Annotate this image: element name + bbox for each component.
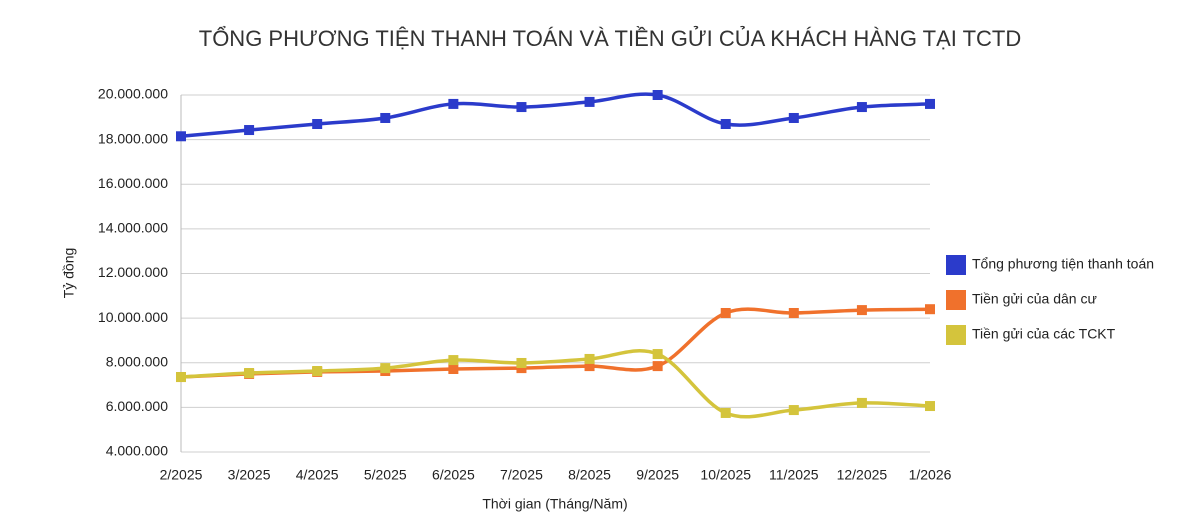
marker xyxy=(584,96,595,107)
y-tick-label: 10.000.000 xyxy=(98,309,168,325)
marker xyxy=(516,363,527,374)
marker xyxy=(516,102,527,113)
marker xyxy=(516,357,527,368)
marker xyxy=(652,361,663,372)
x-tick-label: 7/2025 xyxy=(500,467,543,483)
x-tick-label: 1/2026 xyxy=(909,467,952,483)
legend-swatch xyxy=(946,290,966,310)
marker xyxy=(176,372,186,383)
marker xyxy=(584,361,595,372)
marker xyxy=(720,407,731,418)
marker xyxy=(925,98,935,109)
x-tick-label: 3/2025 xyxy=(228,467,271,483)
legend-swatch xyxy=(946,325,966,345)
y-tick-label: 18.000.000 xyxy=(98,130,168,146)
y-axis-label: Tỷ đồng xyxy=(61,248,77,299)
marker xyxy=(788,307,799,318)
marker xyxy=(856,397,867,408)
marker xyxy=(176,131,186,142)
x-tick-label: 9/2025 xyxy=(636,467,679,483)
x-tick-label: 6/2025 xyxy=(432,467,475,483)
marker xyxy=(448,355,459,366)
marker xyxy=(788,112,799,123)
marker xyxy=(925,304,935,315)
marker xyxy=(244,368,255,379)
x-tick-label: 2/2025 xyxy=(160,467,203,483)
marker xyxy=(925,401,935,412)
marker xyxy=(312,366,323,377)
marker xyxy=(788,405,799,416)
x-tick-label: 5/2025 xyxy=(364,467,407,483)
legend-label: Tiền gửi của các TCKT xyxy=(972,326,1116,342)
legend-label: Tiền gửi của dân cư xyxy=(972,291,1097,307)
y-tick-label: 20.000.000 xyxy=(98,86,168,102)
legend-swatch xyxy=(946,255,966,275)
marker xyxy=(856,102,867,113)
line xyxy=(180,349,931,419)
marker xyxy=(312,119,323,130)
marker xyxy=(244,125,255,136)
marker xyxy=(380,363,391,374)
x-tick-label: 10/2025 xyxy=(700,467,751,483)
chart-title: TỔNG PHƯƠNG TIỆN THANH TOÁN VÀ TIỀN GỬI … xyxy=(199,26,1022,51)
marker xyxy=(448,363,459,374)
y-tick-label: 4.000.000 xyxy=(106,443,168,459)
marker xyxy=(584,353,595,364)
marker xyxy=(652,90,663,100)
marker xyxy=(652,349,663,360)
x-tick-label: 11/2025 xyxy=(769,467,819,483)
y-tick-label: 12.000.000 xyxy=(98,264,168,280)
x-tick-label: 8/2025 xyxy=(568,467,611,483)
y-tick-label: 8.000.000 xyxy=(106,353,168,369)
marker xyxy=(720,119,731,130)
x-tick-label: 4/2025 xyxy=(296,467,339,483)
marker xyxy=(856,305,867,316)
y-tick-label: 6.000.000 xyxy=(106,398,168,414)
y-tick-label: 16.000.000 xyxy=(98,175,168,191)
legend-label: Tổng phương tiện thanh toán xyxy=(972,256,1154,272)
y-tick-label: 14.000.000 xyxy=(98,220,168,236)
marker xyxy=(720,307,731,318)
marker xyxy=(380,112,391,123)
x-tick-label: 12/2025 xyxy=(837,467,888,483)
line xyxy=(180,92,931,139)
line xyxy=(180,307,931,379)
x-axis-label: Thời gian (Tháng/Năm) xyxy=(482,496,627,512)
marker xyxy=(448,98,459,109)
